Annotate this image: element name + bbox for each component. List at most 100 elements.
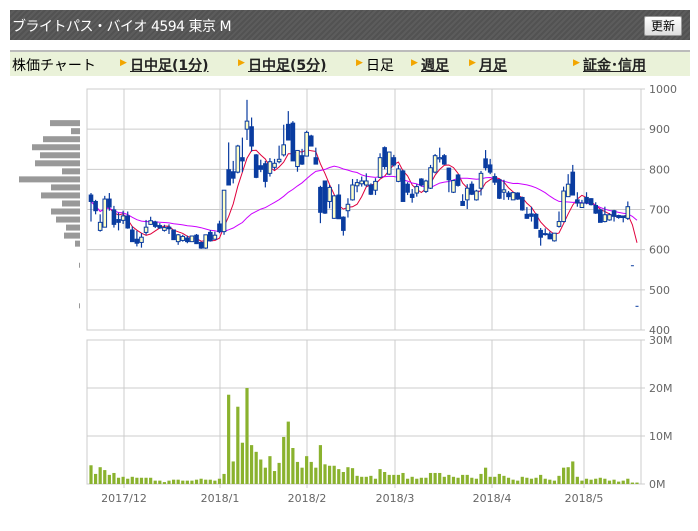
volume-profile-bar	[66, 224, 80, 231]
candle-down	[483, 158, 488, 169]
candle-up	[244, 120, 250, 130]
volume-panel	[86, 339, 642, 485]
moving-average-5	[90, 149, 638, 243]
volume-profile-bar	[62, 200, 80, 207]
candle-down	[515, 192, 521, 200]
candle-down	[157, 225, 163, 229]
candle-up	[428, 167, 433, 189]
volume-bar	[318, 445, 323, 484]
candle-up	[281, 144, 287, 156]
candle-up	[120, 215, 126, 221]
volume-profile-bar	[79, 262, 80, 268]
volume-bar	[442, 476, 446, 484]
price-tick-label: 400	[649, 324, 670, 337]
volume-bar	[227, 394, 231, 484]
volume-bar	[231, 461, 235, 484]
candle-up	[464, 187, 470, 201]
candle-down	[584, 196, 589, 204]
candle-down	[111, 209, 117, 225]
refresh-button[interactable]: 更新	[643, 16, 682, 36]
candle-down	[446, 167, 452, 181]
volume-bar	[410, 476, 414, 484]
candle-up	[561, 190, 566, 223]
nav-monthly[interactable]: 月足	[479, 58, 507, 74]
candle-down	[129, 229, 135, 243]
volume-bar	[199, 478, 203, 484]
moving-average-25	[90, 165, 638, 233]
candle-down	[290, 122, 296, 162]
candle-up	[373, 180, 378, 191]
volume-bar	[561, 467, 566, 484]
candle-down	[497, 179, 502, 199]
volume-bar	[144, 477, 148, 484]
volume-bar	[149, 477, 153, 484]
volume-bar	[612, 479, 616, 484]
volume-bar	[167, 480, 171, 484]
volume-profile-bar	[51, 208, 80, 215]
candle-down	[240, 157, 245, 162]
candle-down	[391, 157, 397, 166]
volume-profile-bar	[75, 240, 80, 247]
candle-down	[400, 170, 406, 202]
candle-down	[308, 135, 314, 147]
candle-up	[235, 145, 241, 173]
arrow-icon: ▶	[469, 58, 476, 68]
nav-margin[interactable]: 証金･信用	[583, 58, 646, 74]
candle-up	[345, 203, 351, 212]
volume-profile-bar	[50, 120, 80, 127]
candle-up	[363, 180, 369, 186]
candle-up	[552, 232, 557, 242]
volume-bar	[240, 442, 245, 484]
price-tick-label: 1000	[649, 83, 677, 96]
volume-profile-bar	[71, 128, 80, 135]
volume-bar	[378, 469, 382, 484]
candle-down	[533, 213, 539, 229]
candle-down	[116, 219, 121, 223]
nav-intraday-1min[interactable]: 日中足(1分)	[130, 58, 209, 74]
volume-bar	[282, 436, 286, 484]
candle-down	[529, 213, 534, 217]
volume-bar	[465, 474, 469, 484]
volume-profile-bar	[32, 144, 80, 151]
volume-bar	[217, 478, 222, 484]
candle-down	[382, 147, 387, 168]
volume-bar	[93, 473, 98, 484]
candle-down	[611, 210, 617, 217]
candle-down	[469, 183, 475, 195]
date-tick-label: 2018/2	[288, 492, 327, 505]
volume-profile-bar	[62, 168, 80, 175]
nav-weekly[interactable]: 週足	[421, 58, 449, 74]
candle-up	[414, 186, 420, 194]
volume-bar	[383, 472, 387, 484]
volume-profile-bar	[40, 152, 80, 159]
volume-profile-bar	[51, 184, 80, 191]
volume-bar	[369, 475, 373, 484]
candle-up	[437, 157, 443, 160]
candle-down	[318, 186, 323, 213]
candle-down	[226, 169, 231, 186]
volume-bar	[103, 470, 107, 484]
volume-bar	[181, 480, 185, 484]
volume-bar	[401, 472, 405, 484]
volume-bar	[355, 475, 359, 484]
candle-up	[102, 198, 108, 228]
volume-bar	[419, 477, 423, 484]
candle-down	[524, 213, 530, 219]
volume-bar	[387, 474, 391, 484]
candle-up	[331, 195, 337, 219]
candle-up	[607, 214, 612, 221]
candle-down	[217, 223, 222, 233]
arrow-icon: ▶	[356, 58, 363, 68]
candle-down	[194, 234, 199, 245]
volume-bar	[415, 478, 419, 484]
candle-down	[313, 157, 319, 165]
volume-bar	[350, 468, 355, 484]
candle-down	[134, 238, 140, 244]
volume-bar	[626, 478, 630, 484]
arrow-icon: ▶	[238, 58, 245, 68]
nav-intraday-5min[interactable]: 日中足(5分)	[248, 58, 327, 74]
volume-bar	[208, 479, 212, 484]
candle-up	[267, 161, 273, 174]
volume-bar	[121, 476, 125, 484]
